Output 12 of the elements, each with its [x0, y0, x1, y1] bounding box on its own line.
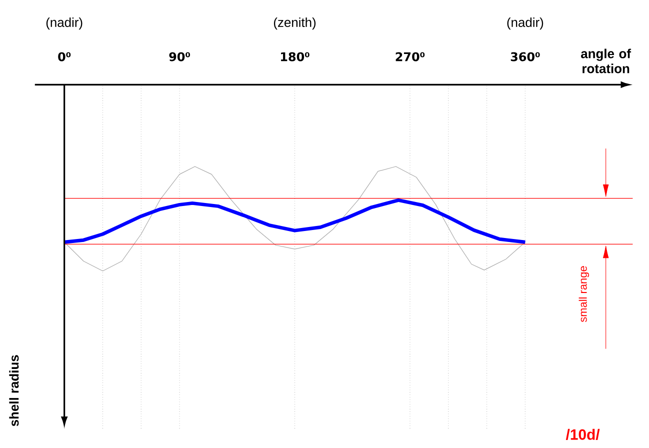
text: (zenith)	[274, 17, 316, 30]
x-tick-label: 180⁰	[281, 52, 310, 62]
annotation: small range	[578, 266, 590, 322]
text: (nadir)	[507, 17, 544, 30]
x-tick-label: 0⁰	[58, 52, 71, 62]
x-tick-label: 270⁰	[396, 52, 425, 62]
x-axis-title: angle of rotation	[581, 48, 632, 74]
x-tick-label: 90⁰	[169, 52, 190, 62]
text: /10d/	[566, 428, 600, 440]
text: (nadir)	[46, 17, 82, 30]
x-tick-label: 360⁰	[510, 52, 540, 62]
text: shell radius	[9, 354, 19, 426]
